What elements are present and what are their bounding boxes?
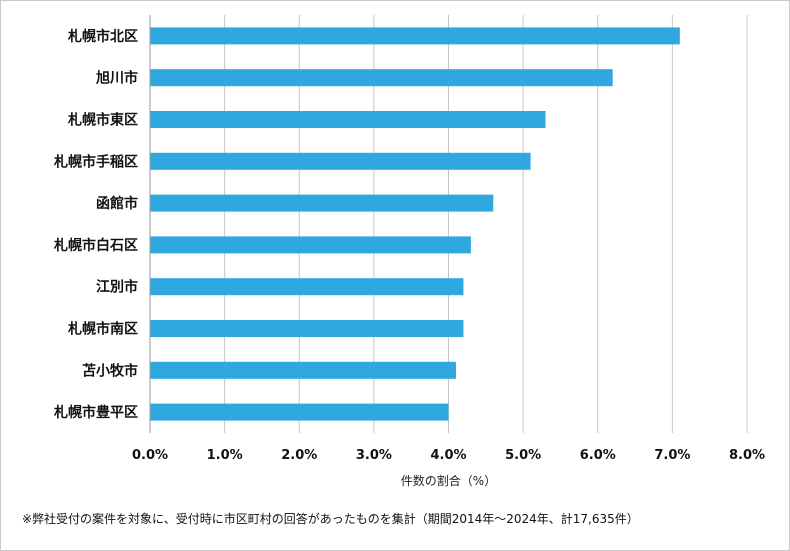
x-tick-label: 1.0% bbox=[207, 448, 243, 463]
bar bbox=[150, 69, 613, 87]
bar bbox=[150, 361, 456, 379]
category-label: 苫小牧市 bbox=[82, 362, 138, 379]
category-label: 江別市 bbox=[96, 279, 138, 296]
bar bbox=[150, 152, 531, 170]
bar bbox=[150, 403, 449, 421]
x-tick-label: 8.0% bbox=[729, 448, 765, 463]
bar bbox=[150, 278, 464, 296]
category-label: 札幌市白石区 bbox=[53, 237, 138, 254]
bar bbox=[150, 236, 471, 254]
x-tick-label: 7.0% bbox=[654, 448, 690, 463]
x-tick-label: 3.0% bbox=[356, 448, 392, 463]
x-tick-label: 6.0% bbox=[580, 448, 616, 463]
category-label: 札幌市北区 bbox=[67, 28, 138, 45]
x-tick-labels: 0.0% 1.0% 2.0% 3.0% 4.0% 5.0% 6.0% 7.0% 8.0% bbox=[132, 448, 765, 463]
category-labels: 札幌市北区旭川市札幌市東区札幌市手稲区函館市札幌市白石区江別市札幌市南区苫小牧市… bbox=[53, 28, 138, 421]
x-tick-label: 2.0% bbox=[281, 448, 317, 463]
x-tick-label: 4.0% bbox=[430, 448, 466, 463]
category-label: 函館市 bbox=[96, 195, 138, 212]
category-label: 札幌市南区 bbox=[67, 321, 138, 338]
bar bbox=[150, 111, 546, 128]
x-tick-label: 5.0% bbox=[505, 448, 541, 463]
x-axis-title: 件数の割合（%） bbox=[401, 473, 496, 488]
footnote: ※弊社受付の案件を対象に、受付時に市区町村の回答があったものを集計（期間2014… bbox=[22, 512, 639, 526]
bar bbox=[150, 320, 464, 337]
category-label: 札幌市東区 bbox=[67, 112, 138, 129]
bar bbox=[150, 27, 680, 45]
category-label: 札幌市豊平区 bbox=[53, 404, 138, 421]
bars bbox=[150, 27, 680, 421]
category-label: 旭川市 bbox=[95, 70, 138, 87]
x-tick-label: 0.0% bbox=[132, 448, 168, 463]
bar bbox=[150, 194, 494, 212]
category-label: 札幌市手稲区 bbox=[53, 153, 138, 170]
